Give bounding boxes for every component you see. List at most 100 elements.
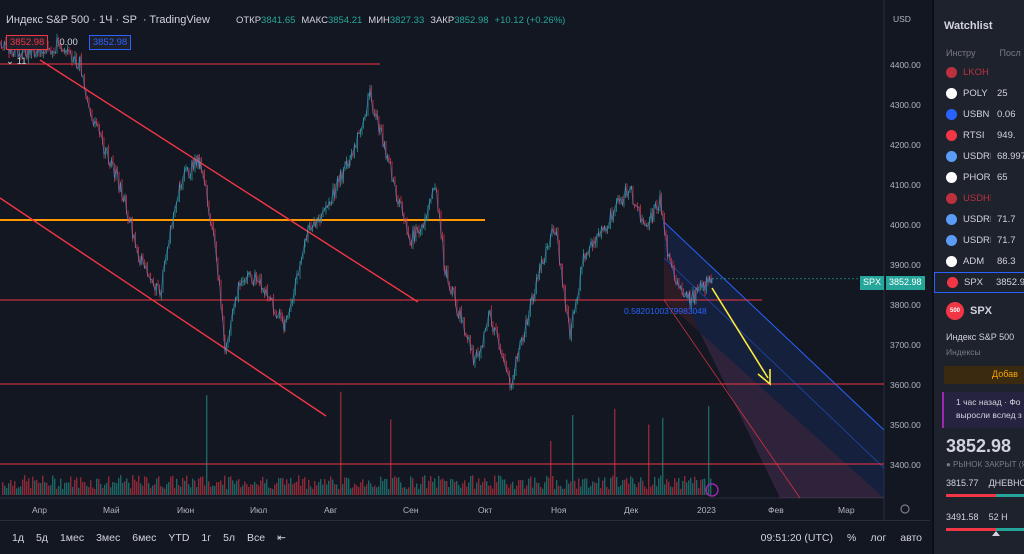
watchlist-row[interactable]: ADM 86.3 xyxy=(934,251,1024,272)
clock-time[interactable]: 09:51:20 (UTC) xyxy=(760,531,834,544)
currency-label[interactable]: USD xyxy=(893,14,911,24)
volume-bar xyxy=(238,479,240,495)
volume-bar xyxy=(686,482,688,495)
volume-bar xyxy=(416,483,418,495)
legend-symbol[interactable]: Индекс S&P 500 · 1Ч · SP xyxy=(6,14,137,26)
range-1d-button[interactable]: 1д xyxy=(12,531,24,544)
sell-button[interactable]: 3852.98 xyxy=(6,35,49,50)
volume-bar xyxy=(78,487,80,495)
volume-bar xyxy=(482,482,484,495)
watchlist-columns: Инстру Посл xyxy=(946,48,1021,58)
watchlist-row[interactable]: PHOR 65 xyxy=(934,167,1024,188)
volume-bar xyxy=(242,485,244,495)
volume-bar xyxy=(300,485,302,495)
volume-bar xyxy=(484,478,486,495)
volume-bar xyxy=(402,487,404,495)
volume-bar xyxy=(132,475,134,495)
volume-bar xyxy=(50,485,52,495)
percent-toggle[interactable]: % xyxy=(847,531,857,544)
detail-price: 3852.98 xyxy=(946,436,1012,456)
52w-range-fill xyxy=(996,528,1024,531)
volume-bar xyxy=(316,485,318,495)
volume-bar xyxy=(130,488,132,495)
volume-bar xyxy=(14,481,16,495)
watchlist-row[interactable]: LKOH xyxy=(934,62,1024,83)
indicators-toggle[interactable]: ⌄ 11 xyxy=(6,56,27,67)
volume-bar xyxy=(440,479,442,495)
volume-bar xyxy=(70,476,72,495)
column-last[interactable]: Посл xyxy=(999,48,1021,58)
volume-bar xyxy=(604,477,606,495)
current-price-symbol: SPX xyxy=(860,276,885,290)
column-symbol[interactable]: Инстру xyxy=(946,48,976,58)
news-item[interactable]: 1 час назад · Фо выросли вслед з xyxy=(942,392,1024,428)
volume-bar xyxy=(142,485,144,495)
time-axis-label: 2023 xyxy=(697,505,716,515)
volume-bar xyxy=(578,478,580,495)
volume-bar xyxy=(700,480,702,495)
price-chart[interactable] xyxy=(0,0,930,520)
watchlist-title[interactable]: Watchlist xyxy=(944,20,993,32)
volume-bar xyxy=(6,487,8,495)
buy-button[interactable]: 3852.98 xyxy=(88,35,132,50)
detail-name[interactable]: Индекс S&P 500 xyxy=(946,332,1015,342)
watchlist-row[interactable]: USDRI 71.7 xyxy=(934,209,1024,230)
chart-area[interactable]: Индекс S&P 500 · 1Ч · SP · TradingView О… xyxy=(0,0,930,520)
volume-bar xyxy=(554,488,556,495)
range-5d-button[interactable]: 5д xyxy=(35,531,48,544)
volume-bar xyxy=(564,488,566,495)
volume-bar xyxy=(8,483,10,495)
range-3m-button[interactable]: 3мес xyxy=(96,531,121,544)
volume-bar xyxy=(690,477,692,495)
volume-bar xyxy=(424,475,426,495)
date-range-icon[interactable]: ⇤ xyxy=(277,531,286,544)
volume-bar xyxy=(236,480,238,495)
symbol-logo-icon xyxy=(946,151,957,162)
watchlist-price: 949. xyxy=(997,130,1016,141)
watchlist-row[interactable]: USBN 0.06 xyxy=(934,104,1024,125)
volume-bar xyxy=(660,475,662,495)
volume-bar xyxy=(240,487,242,495)
volume-bar xyxy=(644,486,646,495)
volume-bar xyxy=(514,488,516,495)
range-5y-button[interactable]: 5л xyxy=(223,531,236,544)
auto-toggle[interactable]: авто xyxy=(900,531,922,544)
volume-bar xyxy=(574,480,576,495)
52w-label: 52 Н xyxy=(988,512,1008,522)
detail-symbol[interactable]: SPX xyxy=(970,305,993,317)
volume-bar xyxy=(466,486,468,495)
volume-bar xyxy=(538,483,540,495)
watchlist-row[interactable]: USDHI xyxy=(934,188,1024,209)
watchlist-row[interactable]: SPX 3852.9 xyxy=(934,272,1024,293)
watchlist-price: 3852.9 xyxy=(995,277,1024,288)
volume-bar xyxy=(64,482,66,495)
volume-bar xyxy=(148,483,150,495)
log-toggle[interactable]: лог xyxy=(870,531,887,544)
volume-bar xyxy=(364,486,366,495)
volume-bar xyxy=(158,476,160,495)
range-all-button[interactable]: Все xyxy=(247,531,266,544)
volume-bar xyxy=(22,479,24,495)
volume-bar xyxy=(408,487,410,495)
volume-bar xyxy=(498,475,500,495)
volume-bar xyxy=(504,479,506,495)
range-1y-button[interactable]: 1г xyxy=(201,531,212,544)
watchlist-row[interactable]: USDRI 71.7 xyxy=(934,230,1024,251)
range-6m-button[interactable]: 6мес xyxy=(132,531,157,544)
watchlist-row[interactable]: USDRI 68.997 xyxy=(934,146,1024,167)
range-ytd-button[interactable]: YTD xyxy=(168,531,190,544)
volume-bar xyxy=(638,482,640,495)
watchlist-row[interactable]: POLY 25 xyxy=(934,83,1024,104)
watchlist-row[interactable]: RTSI 949. xyxy=(934,125,1024,146)
volume-bar xyxy=(530,476,532,495)
volume-bar xyxy=(698,487,700,495)
add-button[interactable]: Добав xyxy=(944,366,1024,384)
volume-bar xyxy=(328,480,330,495)
range-1m-button[interactable]: 1мес xyxy=(59,531,85,544)
volume-bar xyxy=(358,486,360,495)
price-axis-label: 3600.00 xyxy=(890,380,921,390)
volume-bar xyxy=(234,483,236,495)
volume-bar xyxy=(576,488,578,495)
volume-bar xyxy=(664,484,666,495)
volume-bar xyxy=(464,480,466,495)
